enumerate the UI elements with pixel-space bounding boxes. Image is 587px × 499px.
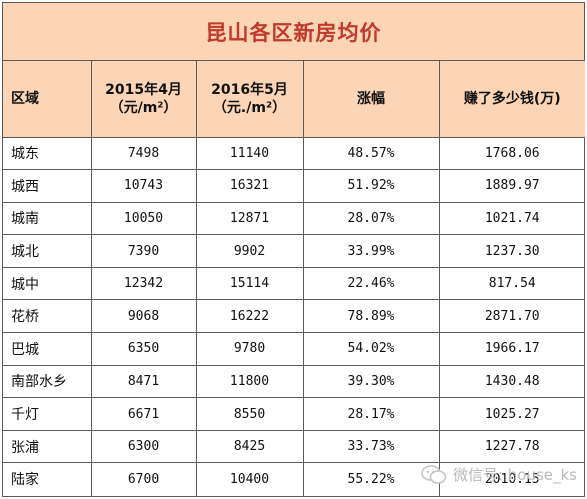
cell-price-2015: 12342 [90,266,197,301]
cell-district: 城西 [3,169,92,203]
wechat-watermark: 微信号: house_ks [421,464,577,485]
cell-earned: 2871.70 [438,299,585,334]
cell-price-2016: 16222 [195,299,304,334]
table-row: 巴城 6350 9780 54.02% 1966.17 [3,332,585,366]
header-earned: 赚了多少钱(万) [438,61,585,138]
cell-increase: 78.89% [302,299,440,334]
table-row: 张浦 6300 8425 33.73% 1227.78 [3,429,585,464]
cell-district: 城北 [3,234,92,268]
cell-increase: 28.07% [302,201,440,236]
cell-price-2015: 6700 [90,462,197,496]
table-row: 千灯 6671 8550 28.17% 1025.27 [3,397,585,431]
cell-earned: 817.54 [438,266,585,301]
cell-increase: 54.02% [302,332,440,366]
cell-price-2016: 11140 [195,136,304,171]
cell-price-2015: 7390 [90,234,197,268]
table-row: 城东 7498 11140 48.57% 1768.06 [3,136,585,171]
cell-earned: 1227.78 [438,429,585,464]
cell-price-2016: 12871 [195,201,304,236]
table-row: 城中 12342 15114 22.46% 817.54 [3,266,585,301]
cell-price-2016: 10400 [195,462,304,496]
table-row: 城南 10050 12871 28.07% 1021.74 [3,201,585,236]
cell-district: 陆家 [3,462,92,496]
header-increase: 涨幅 [302,61,440,138]
watermark-text: 微信号: house_ks [452,466,577,484]
cell-price-2016: 15114 [195,266,304,301]
cell-price-2015: 7498 [90,136,197,171]
cell-price-2015: 6350 [90,332,197,366]
cell-earned: 1889.97 [438,169,585,203]
cell-price-2015: 9068 [90,299,197,334]
cell-increase: 22.46% [302,266,440,301]
table-row: 南部水乡 8471 11800 39.30% 1430.48 [3,364,585,399]
cell-earned: 1768.06 [438,136,585,171]
table-row: 花桥 9068 16222 78.89% 2871.70 [3,299,585,334]
cell-price-2016: 11800 [195,364,304,399]
header-row: 区域 2015年4月 （元/m²） 2016年5月 （元./m²） 涨幅 赚了多少钱… [3,61,585,138]
cell-earned: 1237.30 [438,234,585,268]
table-title: 昆山各区新房均价 [205,20,382,45]
cell-price-2016: 9780 [195,332,304,366]
cell-district: 花桥 [3,299,92,334]
cell-district: 张浦 [3,429,92,464]
cell-increase: 39.30% [302,364,440,399]
cell-price-2016: 9902 [195,234,304,268]
cell-district: 南部水乡 [3,364,92,399]
cell-earned: 1025.27 [438,397,585,431]
table-row: 城西 10743 16321 51.92% 1889.97 [3,169,585,203]
cell-price-2016: 16321 [195,169,304,203]
cell-price-2015: 10743 [90,169,197,203]
wechat-icon [421,464,447,485]
cell-earned: 1966.17 [438,332,585,366]
cell-price-2016: 8425 [195,429,304,464]
header-price-2015-text: 2015年4月 （元/m²） [105,81,182,116]
cell-district: 千灯 [3,397,92,431]
cell-price-2015: 8471 [90,364,197,399]
cell-increase: 33.73% [302,429,440,464]
cell-district: 城中 [3,266,92,301]
cell-increase: 51.92% [302,169,440,203]
cell-district: 城东 [3,136,92,171]
cell-earned: 1021.74 [438,201,585,236]
cell-increase: 33.99% [302,234,440,268]
table-title-bar: 昆山各区新房均价 [3,3,584,61]
cell-district: 城南 [3,201,92,236]
cell-price-2015: 6300 [90,429,197,464]
cell-increase: 55.22% [302,462,440,496]
header-price-2016-text: 2016年5月 （元./m²） [211,81,288,116]
cell-increase: 28.17% [302,397,440,431]
cell-price-2015: 6671 [90,397,197,431]
header-district: 区域 [3,61,92,138]
header-price-2015: 2015年4月 （元/m²） [90,61,197,138]
header-price-2016: 2016年5月 （元./m²） [195,61,304,138]
cell-price-2015: 10050 [90,201,197,236]
cell-price-2016: 8550 [195,397,304,431]
cell-increase: 48.57% [302,136,440,171]
table-row: 城北 7390 9902 33.99% 1237.30 [3,234,585,268]
cell-earned: 1430.48 [438,364,585,399]
price-table: 区域 2015年4月 （元/m²） 2016年5月 （元./m²） 涨幅 赚了多少钱… [3,61,585,496]
cell-district: 巴城 [3,332,92,366]
